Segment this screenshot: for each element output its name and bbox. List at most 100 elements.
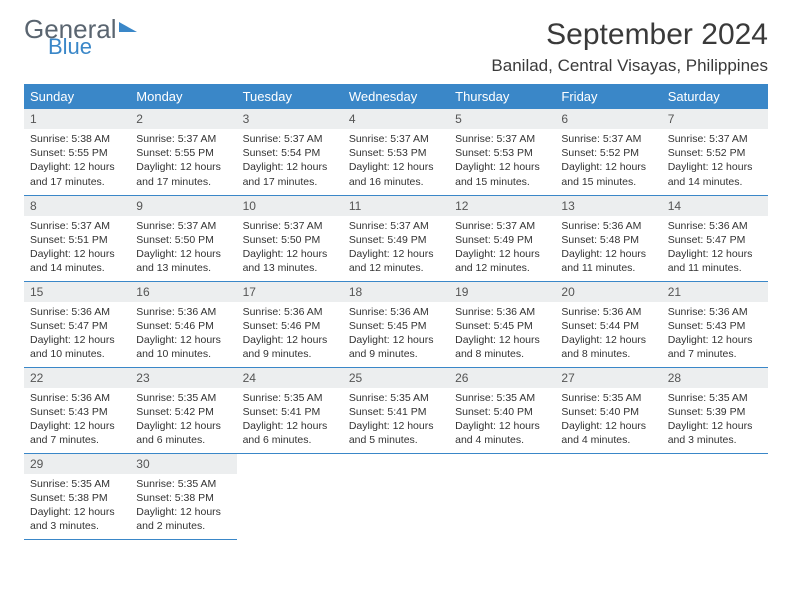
sunset-text: Sunset: 5:48 PM xyxy=(561,233,655,247)
daylight-text: Daylight: 12 hours and 14 minutes. xyxy=(668,160,762,188)
sunrise-text: Sunrise: 5:36 AM xyxy=(136,305,230,319)
day-details: Sunrise: 5:36 AMSunset: 5:46 PMDaylight:… xyxy=(130,302,236,366)
daylight-text: Daylight: 12 hours and 11 minutes. xyxy=(561,247,655,275)
day-cell: 8Sunrise: 5:37 AMSunset: 5:51 PMDaylight… xyxy=(24,195,130,281)
day-number: 23 xyxy=(130,368,236,388)
daylight-text: Daylight: 12 hours and 15 minutes. xyxy=(455,160,549,188)
day-cell: 24Sunrise: 5:35 AMSunset: 5:41 PMDayligh… xyxy=(237,367,343,453)
day-number: 27 xyxy=(555,368,661,388)
day-details: Sunrise: 5:36 AMSunset: 5:44 PMDaylight:… xyxy=(555,302,661,366)
day-details: Sunrise: 5:35 AMSunset: 5:40 PMDaylight:… xyxy=(555,388,661,452)
sunrise-text: Sunrise: 5:35 AM xyxy=(668,391,762,405)
sunset-text: Sunset: 5:40 PM xyxy=(561,405,655,419)
day-cell: 11Sunrise: 5:37 AMSunset: 5:49 PMDayligh… xyxy=(343,195,449,281)
day-details: Sunrise: 5:37 AMSunset: 5:49 PMDaylight:… xyxy=(343,216,449,280)
sunrise-text: Sunrise: 5:37 AM xyxy=(349,219,443,233)
title-block: September 2024 Banilad, Central Visayas,… xyxy=(491,18,768,76)
day-number: 26 xyxy=(449,368,555,388)
day-cell: 13Sunrise: 5:36 AMSunset: 5:48 PMDayligh… xyxy=(555,195,661,281)
day-cell: 16Sunrise: 5:36 AMSunset: 5:46 PMDayligh… xyxy=(130,281,236,367)
daylight-text: Daylight: 12 hours and 5 minutes. xyxy=(349,419,443,447)
day-cell: 28Sunrise: 5:35 AMSunset: 5:39 PMDayligh… xyxy=(662,367,768,453)
sunrise-text: Sunrise: 5:38 AM xyxy=(30,132,124,146)
day-details: Sunrise: 5:37 AMSunset: 5:50 PMDaylight:… xyxy=(237,216,343,280)
day-cell: 18Sunrise: 5:36 AMSunset: 5:45 PMDayligh… xyxy=(343,281,449,367)
daylight-text: Daylight: 12 hours and 10 minutes. xyxy=(30,333,124,361)
sunrise-text: Sunrise: 5:36 AM xyxy=(349,305,443,319)
sunrise-text: Sunrise: 5:37 AM xyxy=(455,219,549,233)
daylight-text: Daylight: 12 hours and 12 minutes. xyxy=(455,247,549,275)
day-cell: 6Sunrise: 5:37 AMSunset: 5:52 PMDaylight… xyxy=(555,109,661,195)
daylight-text: Daylight: 12 hours and 15 minutes. xyxy=(561,160,655,188)
sunset-text: Sunset: 5:41 PM xyxy=(349,405,443,419)
sunrise-text: Sunrise: 5:36 AM xyxy=(455,305,549,319)
day-details: Sunrise: 5:36 AMSunset: 5:47 PMDaylight:… xyxy=(662,216,768,280)
day-details: Sunrise: 5:37 AMSunset: 5:53 PMDaylight:… xyxy=(343,129,449,193)
sunset-text: Sunset: 5:52 PM xyxy=(561,146,655,160)
daylight-text: Daylight: 12 hours and 7 minutes. xyxy=(668,333,762,361)
sunset-text: Sunset: 5:41 PM xyxy=(243,405,337,419)
sunrise-text: Sunrise: 5:36 AM xyxy=(561,219,655,233)
day-number: 28 xyxy=(662,368,768,388)
sunrise-text: Sunrise: 5:37 AM xyxy=(30,219,124,233)
sunset-text: Sunset: 5:43 PM xyxy=(668,319,762,333)
daylight-text: Daylight: 12 hours and 2 minutes. xyxy=(136,505,230,533)
day-details: Sunrise: 5:35 AMSunset: 5:38 PMDaylight:… xyxy=(24,474,130,538)
daylight-text: Daylight: 12 hours and 14 minutes. xyxy=(30,247,124,275)
sunrise-text: Sunrise: 5:36 AM xyxy=(668,305,762,319)
sunrise-text: Sunrise: 5:37 AM xyxy=(136,219,230,233)
day-cell: 20Sunrise: 5:36 AMSunset: 5:44 PMDayligh… xyxy=(555,281,661,367)
daylight-text: Daylight: 12 hours and 12 minutes. xyxy=(349,247,443,275)
daylight-text: Daylight: 12 hours and 8 minutes. xyxy=(455,333,549,361)
day-number: 7 xyxy=(662,109,768,129)
day-number: 5 xyxy=(449,109,555,129)
sunrise-text: Sunrise: 5:35 AM xyxy=(561,391,655,405)
sunset-text: Sunset: 5:52 PM xyxy=(668,146,762,160)
day-cell xyxy=(449,453,555,539)
day-number: 12 xyxy=(449,196,555,216)
daylight-text: Daylight: 12 hours and 17 minutes. xyxy=(243,160,337,188)
day-details: Sunrise: 5:37 AMSunset: 5:53 PMDaylight:… xyxy=(449,129,555,193)
day-details: Sunrise: 5:36 AMSunset: 5:46 PMDaylight:… xyxy=(237,302,343,366)
day-number: 2 xyxy=(130,109,236,129)
day-cell: 25Sunrise: 5:35 AMSunset: 5:41 PMDayligh… xyxy=(343,367,449,453)
day-cell: 12Sunrise: 5:37 AMSunset: 5:49 PMDayligh… xyxy=(449,195,555,281)
week-row: 1Sunrise: 5:38 AMSunset: 5:55 PMDaylight… xyxy=(24,109,768,195)
day-number: 17 xyxy=(237,282,343,302)
weekday-header: Wednesday xyxy=(343,84,449,109)
sunset-text: Sunset: 5:53 PM xyxy=(349,146,443,160)
day-details: Sunrise: 5:36 AMSunset: 5:45 PMDaylight:… xyxy=(343,302,449,366)
sunset-text: Sunset: 5:46 PM xyxy=(243,319,337,333)
day-number: 21 xyxy=(662,282,768,302)
sunset-text: Sunset: 5:50 PM xyxy=(136,233,230,247)
sunset-text: Sunset: 5:39 PM xyxy=(668,405,762,419)
day-number: 29 xyxy=(24,454,130,474)
sunrise-text: Sunrise: 5:36 AM xyxy=(30,391,124,405)
day-cell: 19Sunrise: 5:36 AMSunset: 5:45 PMDayligh… xyxy=(449,281,555,367)
day-cell: 26Sunrise: 5:35 AMSunset: 5:40 PMDayligh… xyxy=(449,367,555,453)
logo-triangle-icon xyxy=(119,22,137,32)
day-cell: 27Sunrise: 5:35 AMSunset: 5:40 PMDayligh… xyxy=(555,367,661,453)
day-details: Sunrise: 5:35 AMSunset: 5:42 PMDaylight:… xyxy=(130,388,236,452)
day-details: Sunrise: 5:36 AMSunset: 5:48 PMDaylight:… xyxy=(555,216,661,280)
day-cell: 30Sunrise: 5:35 AMSunset: 5:38 PMDayligh… xyxy=(130,453,236,539)
sunrise-text: Sunrise: 5:37 AM xyxy=(561,132,655,146)
day-number: 30 xyxy=(130,454,236,474)
sunset-text: Sunset: 5:38 PM xyxy=(136,491,230,505)
calendar-table: Sunday Monday Tuesday Wednesday Thursday… xyxy=(24,84,768,540)
weekday-header: Thursday xyxy=(449,84,555,109)
sunset-text: Sunset: 5:40 PM xyxy=(455,405,549,419)
daylight-text: Daylight: 12 hours and 4 minutes. xyxy=(561,419,655,447)
week-row: 8Sunrise: 5:37 AMSunset: 5:51 PMDaylight… xyxy=(24,195,768,281)
day-details: Sunrise: 5:37 AMSunset: 5:55 PMDaylight:… xyxy=(130,129,236,193)
day-number: 4 xyxy=(343,109,449,129)
day-cell: 15Sunrise: 5:36 AMSunset: 5:47 PMDayligh… xyxy=(24,281,130,367)
daylight-text: Daylight: 12 hours and 7 minutes. xyxy=(30,419,124,447)
day-details: Sunrise: 5:37 AMSunset: 5:51 PMDaylight:… xyxy=(24,216,130,280)
day-cell xyxy=(343,453,449,539)
day-number: 24 xyxy=(237,368,343,388)
sunrise-text: Sunrise: 5:36 AM xyxy=(668,219,762,233)
day-number: 25 xyxy=(343,368,449,388)
sunset-text: Sunset: 5:47 PM xyxy=(30,319,124,333)
sunrise-text: Sunrise: 5:35 AM xyxy=(136,391,230,405)
